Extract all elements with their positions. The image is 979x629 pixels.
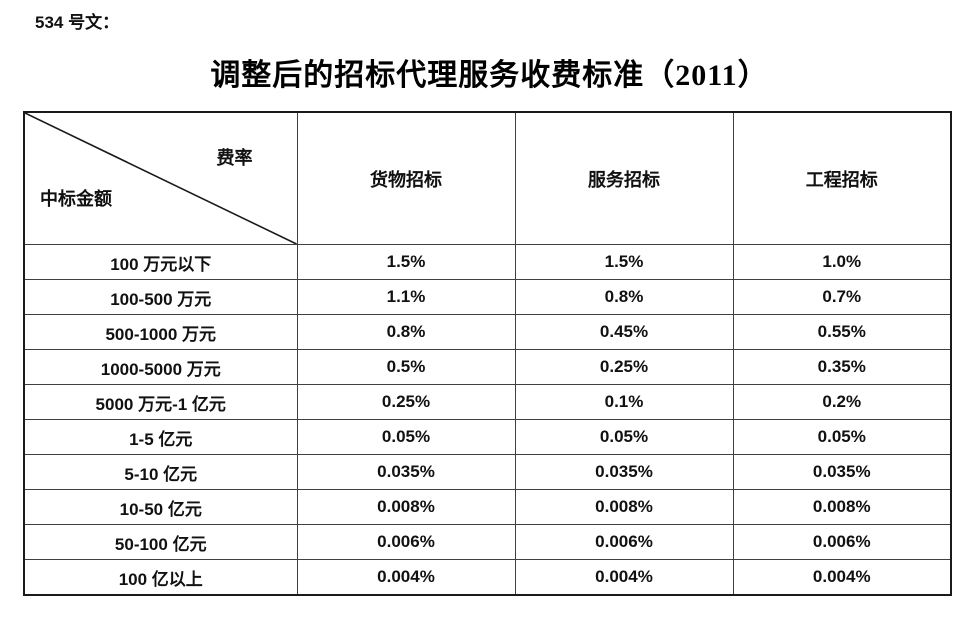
goods-rate-cell: 0.004%: [296, 559, 516, 596]
engineering-rate-cell: 0.55%: [732, 314, 952, 350]
amount-cell: 5-10 亿元: [23, 454, 298, 490]
amount-cell: 500-1000 万元: [23, 314, 298, 350]
service-rate-cell: 0.035%: [514, 454, 734, 490]
service-rate-cell: 0.45%: [514, 314, 734, 350]
amount-cell: 100 亿以上: [23, 559, 298, 596]
amount-cell: 100 万元以下: [23, 244, 298, 280]
diagonal-line: [25, 113, 297, 244]
engineering-rate-cell: 0.035%: [732, 454, 952, 490]
engineering-rate-cell: 0.2%: [732, 384, 952, 420]
goods-rate-cell: 0.8%: [296, 314, 516, 350]
service-rate-cell: 0.004%: [514, 559, 734, 596]
service-rate-cell: 0.1%: [514, 384, 734, 420]
goods-rate-cell: 0.5%: [296, 349, 516, 385]
engineering-rate-cell: 0.35%: [732, 349, 952, 385]
service-rate-cell: 0.05%: [514, 419, 734, 455]
engineering-rate-cell: 1.0%: [732, 244, 952, 280]
goods-rate-cell: 0.05%: [296, 419, 516, 455]
engineering-rate-cell: 0.004%: [732, 559, 952, 596]
service-rate-cell: 0.25%: [514, 349, 734, 385]
col-header-service: 服务招标: [514, 111, 734, 245]
header-row: 费率 中标金额 货物招标 服务招标 工程招标: [23, 111, 952, 245]
service-rate-cell: 1.5%: [514, 244, 734, 280]
col-header-goods: 货物招标: [296, 111, 516, 245]
table-row: 1-5 亿元 0.05% 0.05% 0.05%: [23, 419, 952, 455]
service-rate-cell: 0.8%: [514, 279, 734, 315]
goods-rate-cell: 0.008%: [296, 489, 516, 525]
goods-rate-cell: 0.006%: [296, 524, 516, 560]
goods-rate-cell: 0.25%: [296, 384, 516, 420]
corner-header-cell: 费率 中标金额: [23, 111, 298, 245]
corner-label-amount: 中标金额: [40, 189, 112, 209]
amount-cell: 1-5 亿元: [23, 419, 298, 455]
goods-rate-cell: 1.1%: [296, 279, 516, 315]
engineering-rate-cell: 0.05%: [732, 419, 952, 455]
service-rate-cell: 0.008%: [514, 489, 734, 525]
fee-table: 费率 中标金额 货物招标 服务招标 工程招标 100 万元以下 1.5% 1.5…: [23, 111, 952, 596]
table-row: 100-500 万元 1.1% 0.8% 0.7%: [23, 279, 952, 315]
engineering-rate-cell: 0.7%: [732, 279, 952, 315]
goods-rate-cell: 1.5%: [296, 244, 516, 280]
table-row: 1000-5000 万元 0.5% 0.25% 0.35%: [23, 349, 952, 385]
corner-label-rate: 费率: [216, 148, 253, 168]
amount-cell: 5000 万元-1 亿元: [23, 384, 298, 420]
amount-cell: 10-50 亿元: [23, 489, 298, 525]
col-header-engineering: 工程招标: [732, 111, 952, 245]
doc-ref-label: 534 号文：: [35, 13, 120, 32]
amount-cell: 1000-5000 万元: [23, 349, 298, 385]
table-row: 100 亿以上 0.004% 0.004% 0.004%: [23, 559, 952, 596]
amount-cell: 100-500 万元: [23, 279, 298, 315]
engineering-rate-cell: 0.008%: [732, 489, 952, 525]
table-row: 10-50 亿元 0.008% 0.008% 0.008%: [23, 489, 952, 525]
service-rate-cell: 0.006%: [514, 524, 734, 560]
table-row: 100 万元以下 1.5% 1.5% 1.0%: [23, 244, 952, 280]
page-title: 调整后的招标代理服务收费标准（2011）: [210, 59, 769, 92]
engineering-rate-cell: 0.006%: [732, 524, 952, 560]
table-row: 500-1000 万元 0.8% 0.45% 0.55%: [23, 314, 952, 350]
goods-rate-cell: 0.035%: [296, 454, 516, 490]
amount-cell: 50-100 亿元: [23, 524, 298, 560]
table-row: 50-100 亿元 0.006% 0.006% 0.006%: [23, 524, 952, 560]
table-row: 5-10 亿元 0.035% 0.035% 0.035%: [23, 454, 952, 490]
table-row: 5000 万元-1 亿元 0.25% 0.1% 0.2%: [23, 384, 952, 420]
